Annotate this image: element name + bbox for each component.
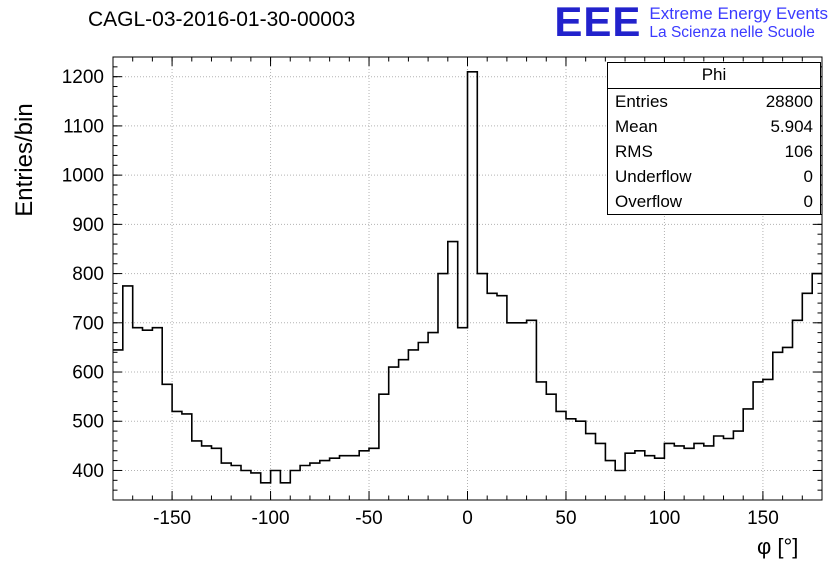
stats-row-rms: RMS 106	[608, 139, 820, 164]
page-title: CAGL-03-2016-01-30-00003	[88, 8, 356, 31]
svg-text:500: 500	[72, 412, 104, 433]
svg-text:50: 50	[555, 508, 576, 529]
stats-label: RMS	[615, 141, 653, 161]
y-axis-title: Entries/bin	[11, 103, 38, 217]
svg-text:-150: -150	[153, 508, 191, 529]
stats-value: 0	[803, 191, 813, 211]
stats-row-overflow: Overflow 0	[608, 189, 820, 214]
stats-value: 5.904	[770, 116, 813, 136]
svg-text:-50: -50	[355, 508, 382, 529]
stats-label: Entries	[615, 91, 668, 111]
svg-text:150: 150	[747, 508, 779, 529]
stats-row-underflow: Underflow 0	[608, 164, 820, 189]
stats-label: Overflow	[615, 191, 683, 211]
eee-logo: EEE Extreme Energy Events La Scienza nel…	[554, 0, 828, 45]
logo-line2: La Scienza nelle Scuole	[649, 24, 815, 42]
stats-label: Underflow	[615, 166, 692, 186]
stats-title: Phi	[608, 63, 820, 89]
svg-text:700: 700	[72, 313, 104, 334]
stats-row-entries: Entries 28800	[608, 89, 820, 114]
svg-text:100: 100	[649, 508, 681, 529]
stats-value: 28800	[765, 91, 813, 111]
svg-text:900: 900	[72, 215, 104, 236]
svg-text:1200: 1200	[62, 67, 104, 88]
svg-text:-100: -100	[252, 508, 290, 529]
stats-label: Mean	[615, 116, 658, 136]
stats-box: Phi Entries 28800 Mean 5.904 RMS 106 Und…	[607, 62, 821, 215]
eee-logo-text: Extreme Energy Events La Scienza nelle S…	[649, 2, 828, 43]
stats-row-mean: Mean 5.904	[608, 114, 820, 139]
svg-text:1100: 1100	[63, 116, 104, 137]
logo-line1: Extreme Energy Events	[649, 4, 828, 23]
svg-text:0: 0	[462, 508, 473, 529]
svg-text:400: 400	[72, 461, 104, 482]
svg-text:1000: 1000	[62, 166, 104, 187]
x-axis-title: φ [°]	[757, 534, 799, 559]
stats-value: 0	[803, 166, 813, 186]
stats-value: 106	[784, 141, 813, 161]
eee-logo-acronym: EEE	[554, 0, 642, 45]
svg-text:600: 600	[72, 363, 104, 384]
svg-text:800: 800	[72, 264, 104, 285]
